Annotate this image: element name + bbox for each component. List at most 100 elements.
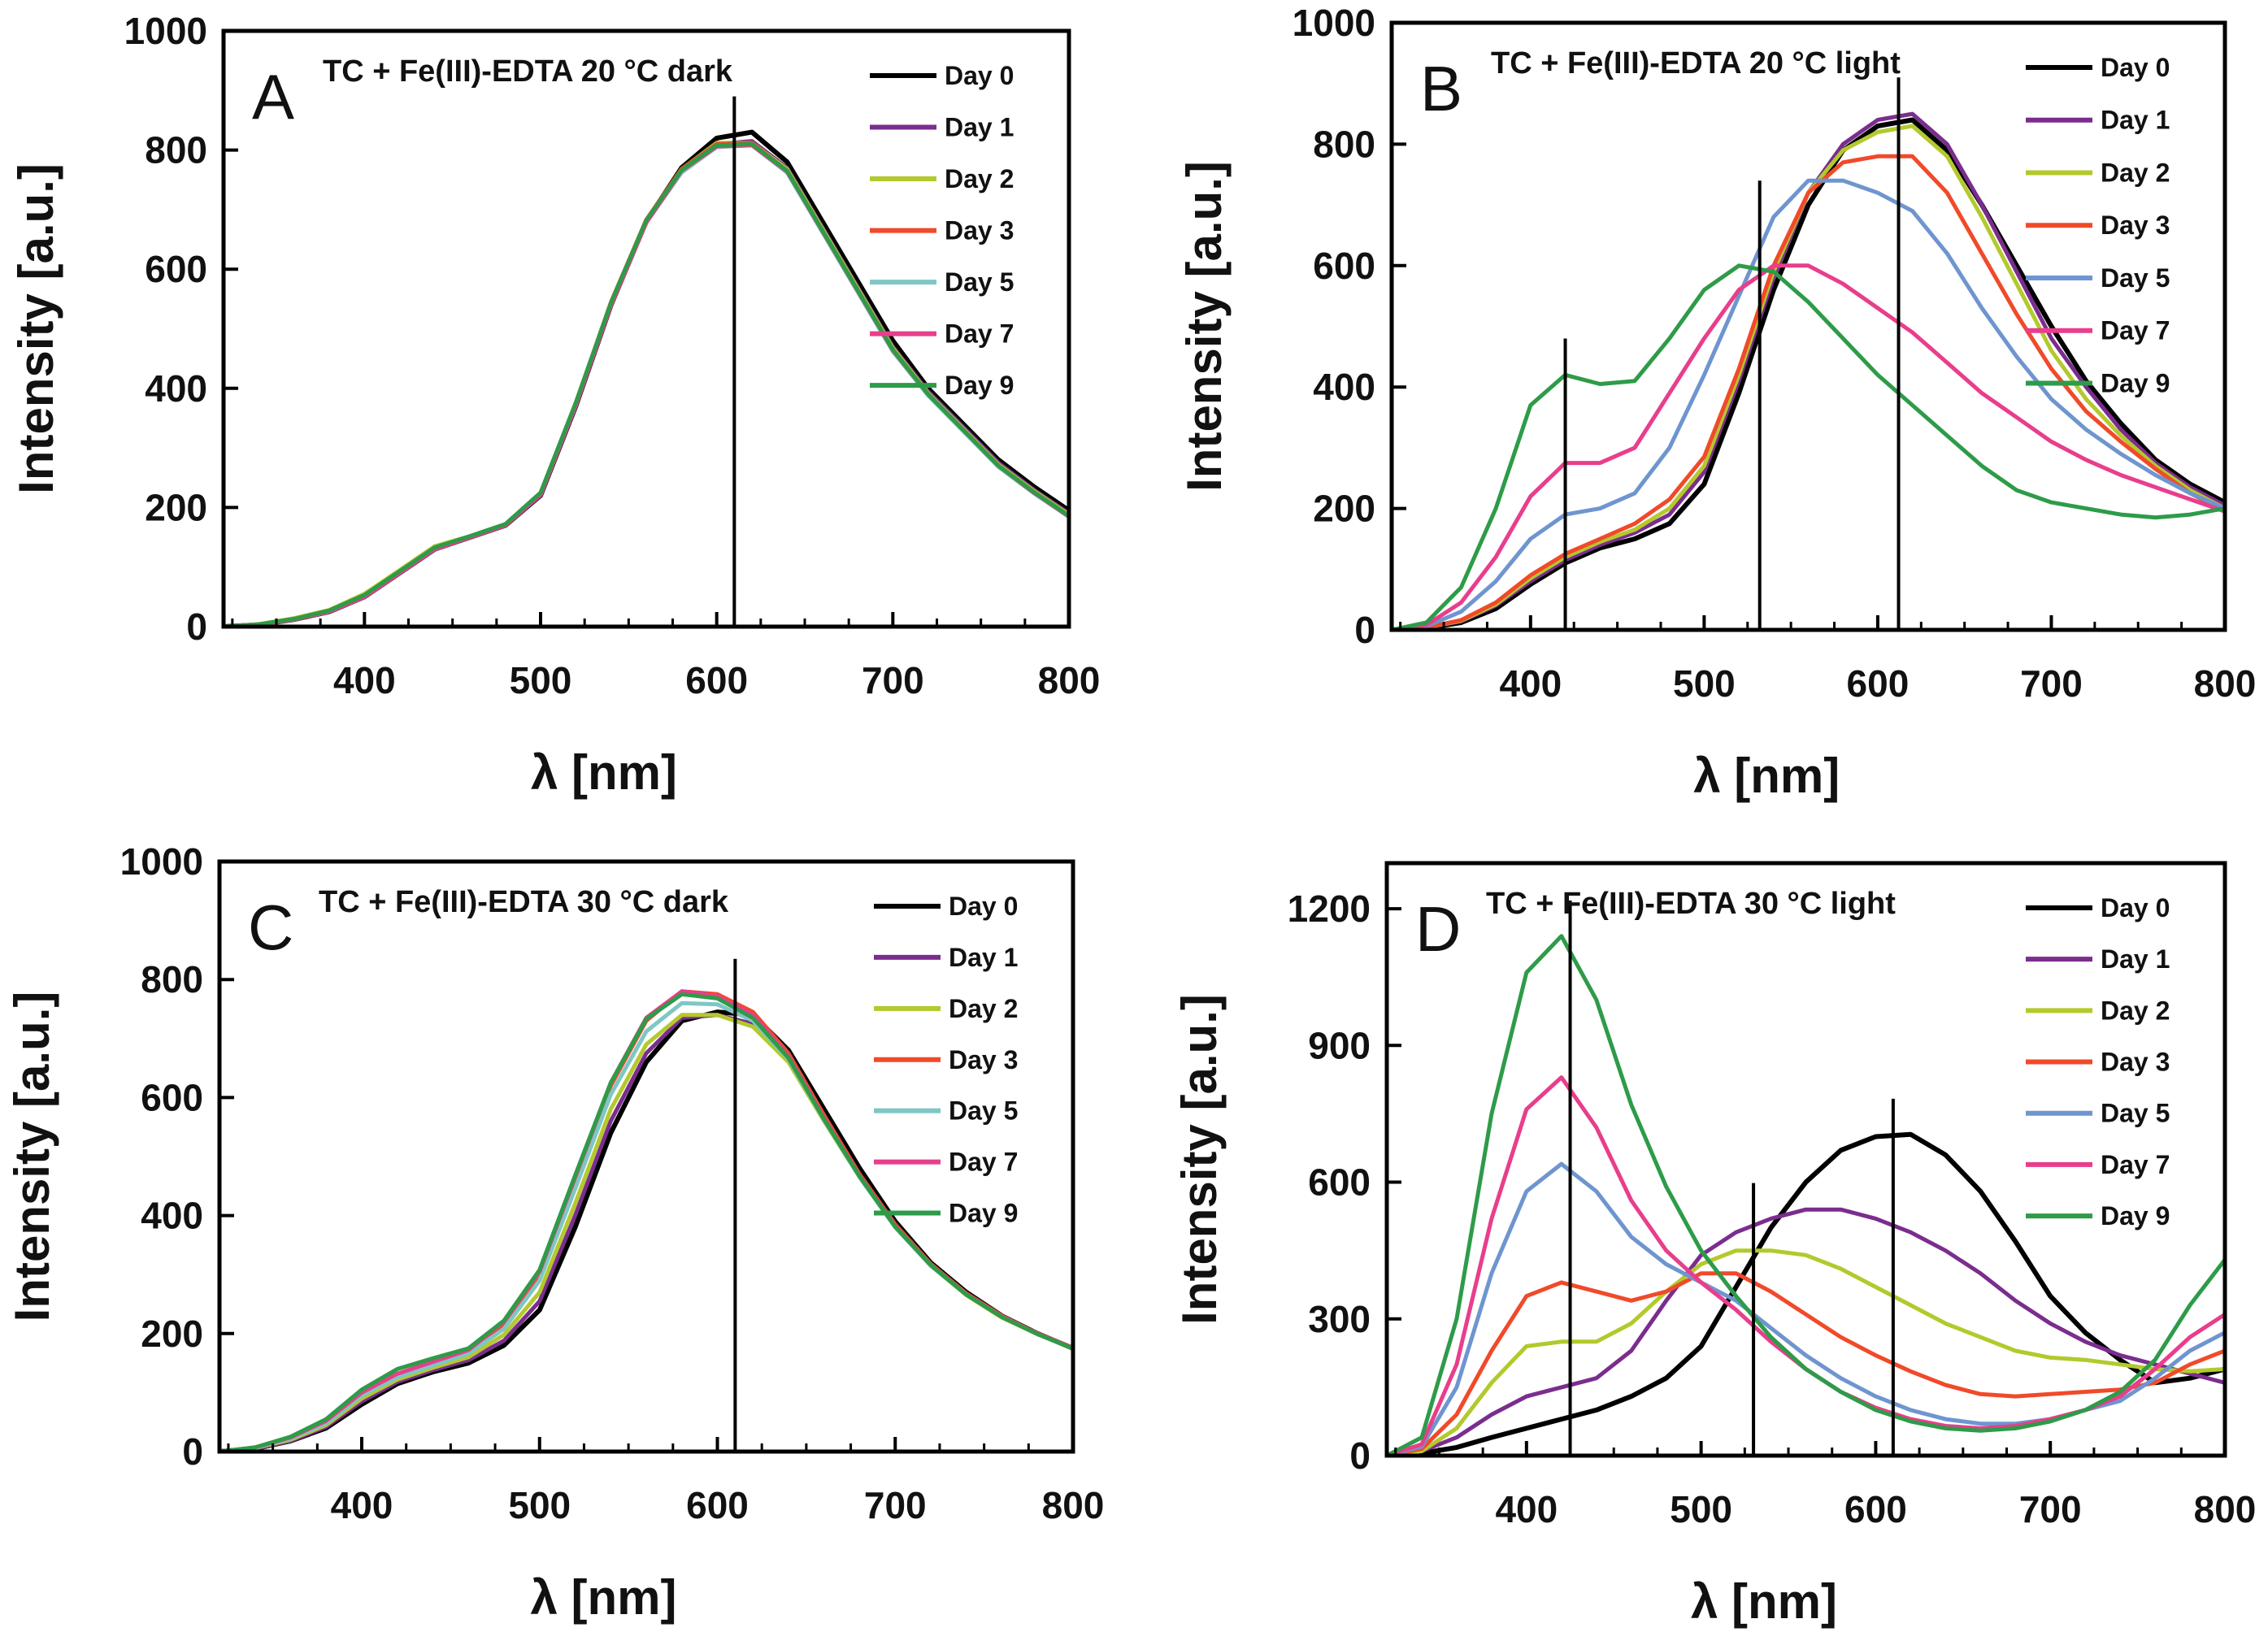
x-tick-label: 700 [2020, 662, 2083, 705]
x-axis-title: λ [nm] [1693, 749, 1840, 803]
series-line-day-5 [1392, 178, 2225, 630]
series-line-day-1 [1387, 1207, 2225, 1456]
panel-d: 400 500 600 700 800 0 300 600 900 1200 λ [nm] Inten… [1172, 861, 2257, 1629]
x-tick-label: 600 [1847, 662, 1910, 705]
y-axis-title: Intensity [a.u.] [1177, 161, 1232, 492]
legend: Day 0 Day 1 Day 2 Day 3 Day 5 Day 7 Day 9 [2026, 893, 2170, 1231]
legend-label: Day 5 [2101, 263, 2170, 293]
legend-label: Day 3 [945, 216, 1014, 245]
series-line-day-2 [1387, 1248, 2225, 1456]
series-line-day-7 [1392, 263, 2225, 630]
x-tick-label: 500 [510, 659, 572, 701]
x-tick-label: 800 [2194, 1488, 2257, 1530]
legend-label: Day 9 [949, 1199, 1018, 1228]
legend-label: Day 3 [949, 1045, 1018, 1074]
series-group [1387, 934, 2225, 1456]
panel-title: TC + Fe(III)-EDTA 20 °C dark [323, 54, 733, 89]
x-tick-label: 800 [2194, 662, 2257, 705]
y-tick-label: 400 [141, 1195, 203, 1237]
series-line-day-3 [1387, 1271, 2225, 1456]
series-line-day-2 [219, 1013, 1073, 1452]
x-tick-label: 500 [1670, 1488, 1732, 1530]
x-tick-label: 500 [1673, 662, 1736, 705]
legend-label: Day 1 [2101, 944, 2170, 974]
legend-label: Day 2 [945, 164, 1014, 193]
legend-label: Day 7 [2101, 316, 2170, 345]
x-tick-label: 700 [864, 1484, 927, 1526]
y-tick-label: 0 [1354, 609, 1375, 651]
series-line-day-9 [1387, 934, 2225, 1456]
legend-label: Day 1 [2101, 106, 2170, 135]
plot-frame [1384, 861, 2227, 1458]
plot-frame [1389, 20, 2227, 632]
series-line-day-0 [1387, 1131, 2225, 1456]
y-tick-label: 1200 [1288, 888, 1371, 930]
y-tick-label: 600 [1308, 1161, 1371, 1204]
x-tick-label: 700 [2019, 1488, 2082, 1530]
legend-label: Day 9 [2101, 1201, 2170, 1231]
series-line-day-5 [219, 1000, 1073, 1452]
series-line-day-3 [1392, 154, 2225, 630]
y-tick-label: 200 [141, 1313, 203, 1355]
series-line-day-1 [219, 1013, 1073, 1452]
series-line-day-1 [224, 139, 1069, 627]
legend-label: Day 7 [2101, 1150, 2170, 1179]
series-line-day-9 [1392, 263, 2225, 630]
y-tick-label: 800 [141, 958, 203, 1000]
legend-label: Day 0 [2101, 53, 2170, 82]
x-tick-label: 400 [331, 1484, 393, 1526]
panel-letter: B [1420, 53, 1462, 124]
x-tick-label: 700 [862, 659, 924, 701]
y-tick-label: 600 [145, 248, 207, 290]
y-tick-label: 1000 [120, 840, 203, 883]
panel-c: 400 500 600 700 800 0 200 400 600 800 1000 λ [nm] In… [5, 840, 1104, 1625]
y-tick-label: 400 [1313, 366, 1375, 408]
legend-label: Day 0 [945, 61, 1014, 90]
plot-frame [221, 28, 1071, 629]
y-tick-label: 600 [141, 1076, 203, 1118]
series-group [219, 989, 1073, 1452]
series-line-day-0 [219, 1009, 1073, 1452]
legend: Day 0 Day 1 Day 2 Day 3 Day 5 Day 7 Day 9 [2026, 53, 2170, 397]
legend-label: Day 2 [2101, 996, 2170, 1025]
panel-title: TC + Fe(III)-EDTA 20 °C light [1491, 46, 1901, 80]
x-tick-label: 800 [1042, 1484, 1105, 1526]
series-line-day-7 [1387, 1075, 2225, 1456]
legend: Day 0 Day 1 Day 2 Day 3 Day 5 Day 7 Day 9 [874, 892, 1018, 1228]
y-axis-title: Intensity [a.u.] [9, 163, 63, 494]
legend-label: Day 5 [2101, 1099, 2170, 1128]
legend-label: Day 7 [949, 1148, 1018, 1177]
panel-title: TC + Fe(III)-EDTA 30 °C light [1486, 887, 1896, 921]
x-axis-title: λ [nm] [1691, 1574, 1837, 1629]
panel-letter: C [248, 892, 293, 963]
legend-label: Day 3 [2101, 211, 2170, 240]
series-line-day-2 [224, 141, 1069, 627]
y-tick-label: 0 [186, 605, 207, 648]
panel-title: TC + Fe(III)-EDTA 30 °C dark [319, 885, 729, 919]
series-group [1392, 111, 2225, 630]
legend-label: Day 3 [2101, 1048, 2170, 1077]
legend-label: Day 1 [945, 113, 1014, 142]
y-tick-label: 200 [145, 486, 207, 528]
x-tick-label: 500 [508, 1484, 571, 1526]
y-tick-label: 900 [1308, 1024, 1371, 1066]
legend-label: Day 5 [945, 267, 1014, 297]
y-tick-label: 400 [145, 367, 207, 410]
x-tick-label: 400 [1499, 662, 1562, 705]
legend-label: Day 9 [2101, 368, 2170, 397]
y-tick-label: 800 [145, 129, 207, 171]
x-tick-label: 400 [333, 659, 396, 701]
legend-label: Day 2 [2101, 158, 2170, 187]
x-axis-title: λ [nm] [531, 1570, 677, 1625]
series-line-day-9 [224, 141, 1069, 627]
legend-label: Day 1 [949, 943, 1018, 972]
legend-label: Day 0 [949, 892, 1018, 921]
series-group [224, 129, 1069, 627]
y-tick-label: 300 [1308, 1298, 1371, 1340]
y-axis-title: Intensity [a.u.] [5, 992, 59, 1322]
series-line-day-0 [224, 129, 1069, 627]
legend-label: Day 5 [949, 1096, 1018, 1126]
y-tick-label: 1000 [124, 10, 207, 52]
x-tick-label: 800 [1038, 659, 1101, 701]
